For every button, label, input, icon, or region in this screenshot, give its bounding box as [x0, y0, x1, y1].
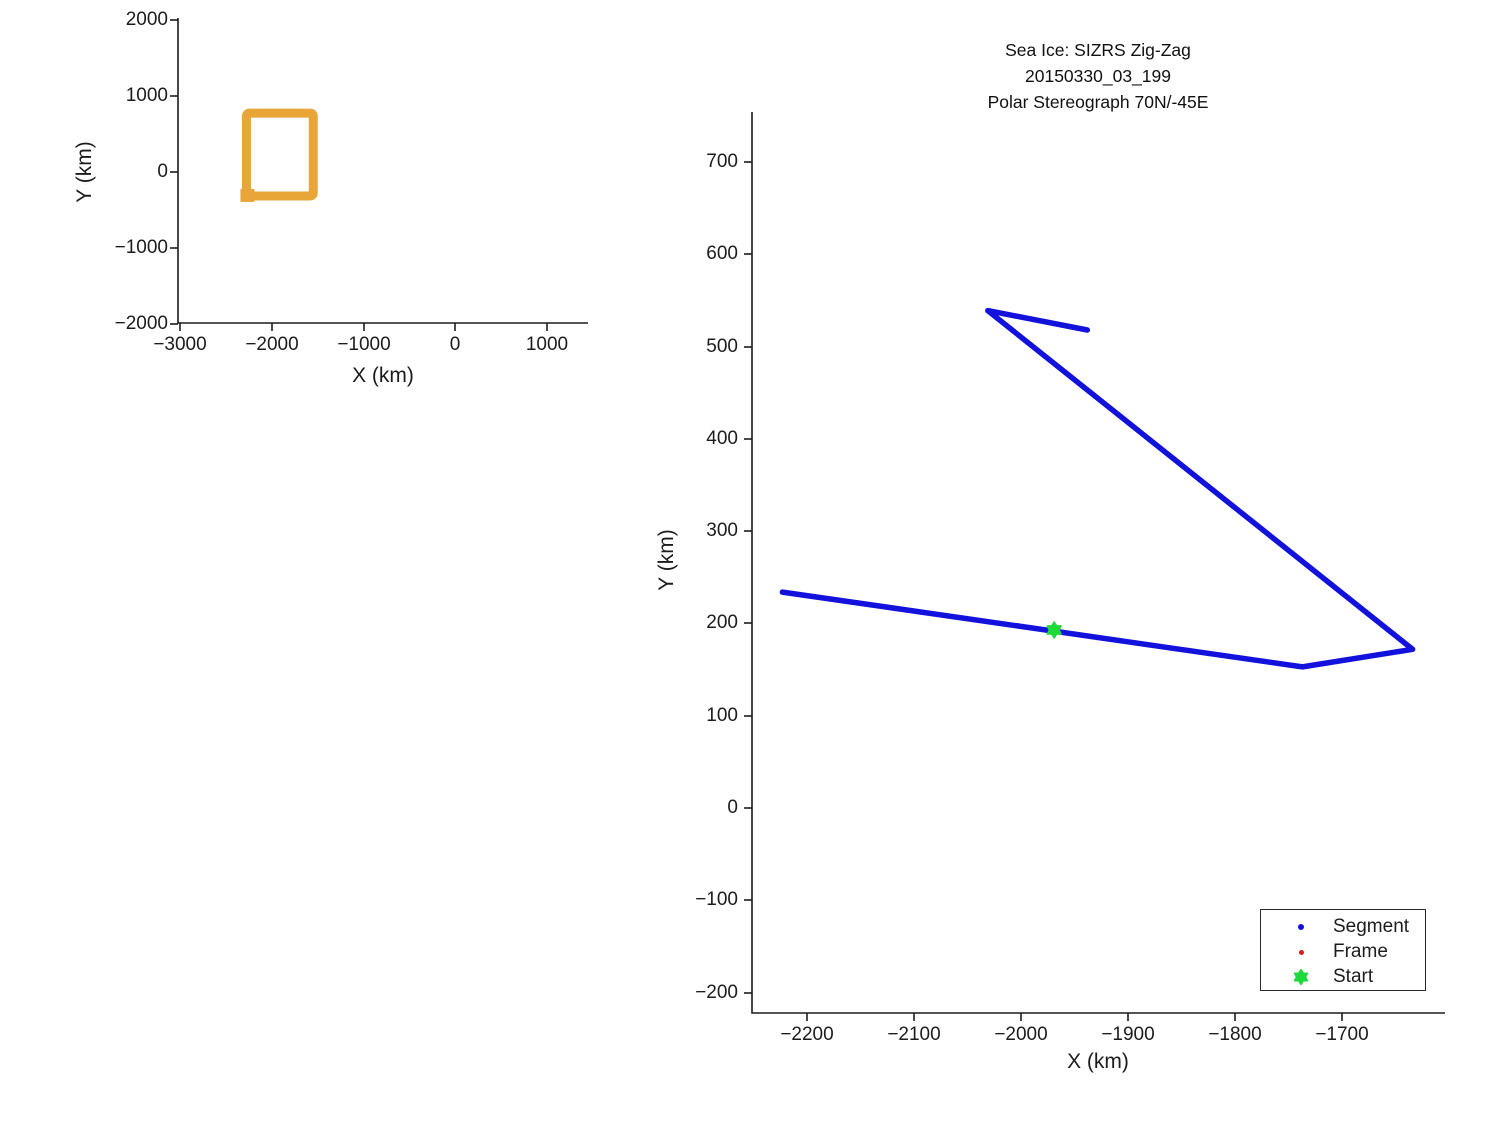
overview-ytick: −1000 [114, 237, 168, 258]
plot-title-line-2: 20150330_03_199 [1025, 66, 1171, 86]
main-xtick: −1800 [1208, 1024, 1262, 1045]
flight-region-outline-notch [240, 188, 255, 202]
main-xtick: −2000 [994, 1024, 1048, 1045]
legend-item-start: Start [1333, 966, 1374, 987]
plot-title-line-3: Polar Stereograph 70N/-45E [987, 92, 1209, 112]
overview-xlabel: X (km) [352, 364, 414, 387]
overview-xtick: −3000 [153, 334, 207, 355]
flight-region-outline [241, 108, 318, 201]
main-ytick: 100 [706, 705, 738, 726]
overview-ytick: −2000 [114, 313, 168, 334]
main-ytick: 200 [706, 612, 738, 633]
overview-ytick: 1000 [125, 85, 168, 106]
main-xtick: −2200 [780, 1024, 834, 1045]
main-ylabel: Y (km) [655, 529, 678, 591]
start-star-icon [1293, 968, 1309, 986]
frame-dot-icon [1299, 950, 1304, 955]
overview-xtick: 0 [449, 334, 461, 355]
main-ytick: −100 [695, 889, 738, 910]
over-axes-line [177, 18, 588, 324]
overview-xtick: 1000 [525, 334, 569, 355]
main-xlabel: X (km) [1067, 1050, 1129, 1073]
overview-xtick: −1000 [337, 334, 391, 355]
main-ytick: 600 [706, 243, 738, 264]
legend-box: Segment Frame Start [1260, 909, 1426, 991]
main-ytick: 0 [727, 797, 738, 818]
main-ytick: 700 [706, 151, 738, 172]
segment-dot-icon [1298, 924, 1304, 930]
legend-item-segment: Segment [1333, 916, 1410, 937]
main-ytick: 500 [706, 336, 738, 357]
main-ytick: 300 [706, 520, 738, 541]
main-ytick: 400 [706, 428, 738, 449]
overview-ytick: 2000 [125, 9, 168, 30]
main-xtick: −1900 [1101, 1024, 1155, 1045]
main-axes-line [751, 112, 1445, 1014]
legend-item-frame: Frame [1333, 941, 1388, 962]
start-marker [1046, 621, 1062, 639]
plot-title-line-1: Sea Ice: SIZRS Zig-Zag [1005, 40, 1191, 60]
main-xtick: −1700 [1315, 1024, 1369, 1045]
start-star-shape [1293, 968, 1309, 986]
overview-ytick: 0 [157, 161, 168, 182]
overview-ylabel: Y (km) [73, 141, 96, 203]
segment-path [779, 307, 1416, 670]
main-xtick: −2100 [887, 1024, 941, 1045]
overview-xtick: −2000 [245, 334, 299, 355]
main-ytick: −200 [695, 982, 738, 1003]
